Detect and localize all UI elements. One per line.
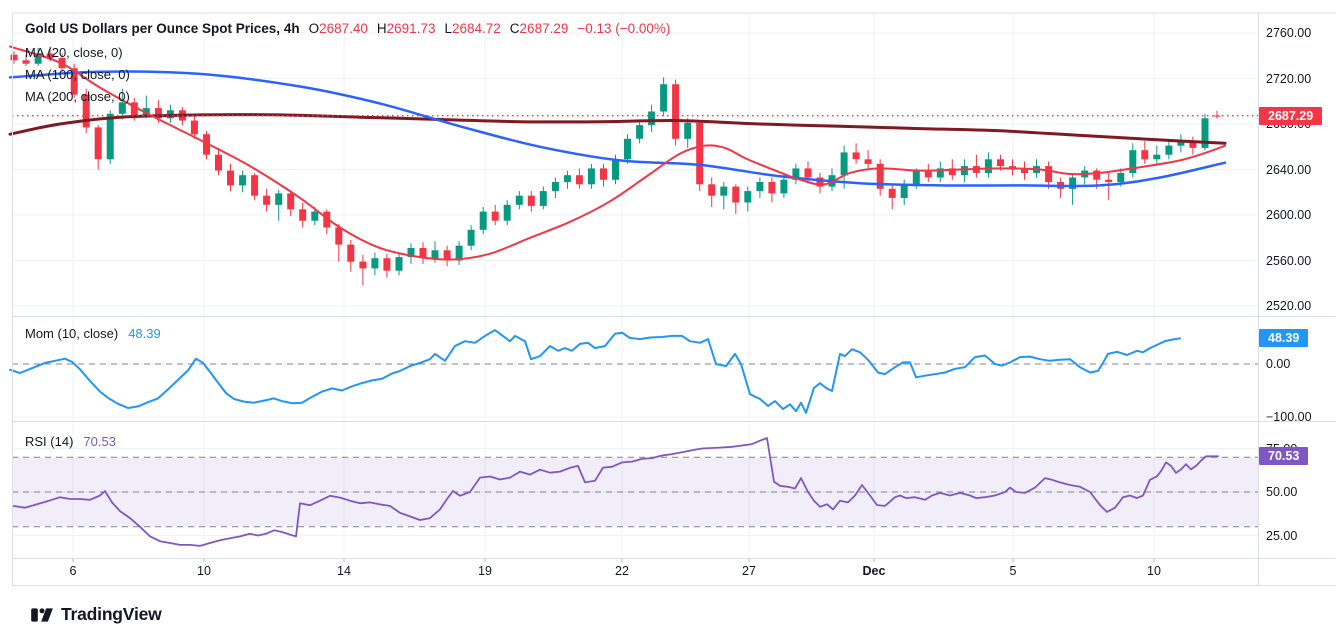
- momentum-legend: Mom (10, close) 48.39: [25, 326, 161, 341]
- open-label: O: [308, 21, 320, 36]
- time-axis[interactable]: 6 10 14 19 22 27 Dec 5 10: [12, 558, 1258, 585]
- momentum-legend-label: Mom (10, close): [25, 326, 119, 341]
- rsi-legend-label: RSI (14): [25, 434, 74, 449]
- change-value: −0.13 (−0.00%): [577, 21, 671, 36]
- time-tick-label: Dec: [862, 564, 886, 578]
- symbol-title: Gold US Dollars per Ounce Spot Prices, 4…: [25, 21, 300, 36]
- price-tick-label: 2520.00: [1266, 299, 1312, 313]
- tradingview-logo-text: TradingView: [61, 604, 162, 624]
- open-value: 2687.40: [319, 21, 368, 36]
- rsi-legend: RSI (14) 70.53: [25, 434, 116, 449]
- time-tick-label: 22: [615, 564, 629, 578]
- price-tick-label: 2640.00: [1266, 162, 1312, 177]
- rsi-value-badge: 70.53: [1259, 447, 1309, 466]
- rsi-tick-label: 50.00: [1266, 485, 1298, 499]
- momentum-tick-label: −100.00: [1266, 410, 1312, 424]
- momentum-legend-value: 48.39: [128, 326, 161, 341]
- price-axis[interactable]: 2760.002720.002680.002640.002600.002560.…: [1258, 13, 1344, 585]
- low-label: L: [444, 21, 452, 36]
- rsi-legend-value: 70.53: [83, 434, 116, 449]
- price-tick-label: 2560.00: [1266, 253, 1312, 268]
- time-tick-label: 19: [478, 564, 492, 578]
- tradingview-logo[interactable]: TradingView: [30, 604, 162, 625]
- close-value: 2687.29: [519, 21, 569, 36]
- price-tick-label: 2600.00: [1266, 208, 1312, 222]
- momentum-value-badge: 48.39: [1259, 329, 1309, 348]
- price-tick-label: 2720.00: [1266, 71, 1312, 86]
- time-tick-label: 27: [742, 564, 756, 578]
- momentum-tick-label: 0.00: [1266, 357, 1291, 371]
- tradingview-logo-icon: [30, 605, 54, 625]
- time-tick-label: 14: [337, 564, 351, 578]
- symbol-ohlc-row: Gold US Dollars per Ounce Spot Prices, 4…: [25, 21, 670, 36]
- time-tick-label: 5: [1009, 564, 1017, 578]
- current-price-badge: 2687.29: [1259, 106, 1323, 125]
- price-tick-label: 2760.00: [1266, 26, 1312, 40]
- time-tick-label: 6: [69, 564, 77, 578]
- high-label: H: [376, 21, 387, 36]
- close-label: C: [509, 21, 520, 36]
- ma100-legend: MA (100, close, 0): [25, 67, 130, 82]
- low-value: 2684.72: [451, 21, 501, 36]
- high-value: 2691.73: [386, 21, 436, 36]
- rsi-tick-label: 25.00: [1266, 528, 1298, 543]
- ma20-legend: MA (20, close, 0): [25, 45, 123, 60]
- time-tick-label: 10: [197, 564, 211, 578]
- time-tick-label: 10: [1147, 564, 1161, 578]
- ma200-legend: MA (200, close, 0): [25, 89, 130, 104]
